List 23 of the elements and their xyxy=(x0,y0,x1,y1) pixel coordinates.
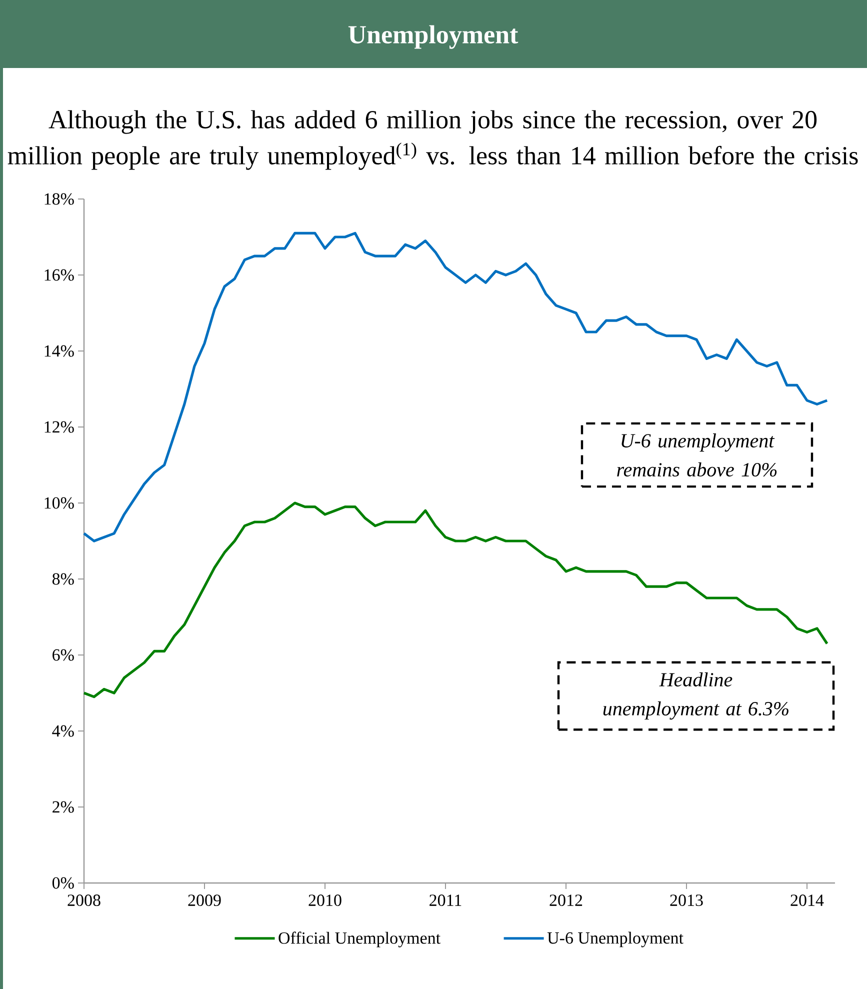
x-tick-label: 2014 xyxy=(790,894,824,906)
x-tick-label: 2010 xyxy=(308,894,342,906)
y-tick-label: 6% xyxy=(52,649,74,661)
x-tick-label: 2009 xyxy=(188,894,221,906)
x-tick-label: 2008 xyxy=(68,894,100,906)
y-tick-label: 12% xyxy=(44,421,74,433)
y-tick-label: 10% xyxy=(44,497,74,509)
y-tick-label: 14% xyxy=(44,345,74,357)
legend-label: Official Unemployment xyxy=(278,932,440,948)
chart-subtitle: Although the U.S. has added 6 million jobs since the recession, over 20 million people are truly unemployed$^{(1)}$ vs. less than 14 million before the crisis xyxy=(8,110,858,170)
y-tick-label: 2% xyxy=(52,801,74,813)
legend-label: U-6 Unemployment xyxy=(547,932,684,948)
chart-title: Unemployment xyxy=(348,25,518,49)
y-tick-label: 4% xyxy=(52,725,74,737)
annotation: Headline unemployment at 6.3% xyxy=(603,672,788,720)
y-tick-label: 8% xyxy=(52,573,74,585)
y-tick-label: 0% xyxy=(52,877,74,889)
annotation: U-6 unemployment remains above 10% xyxy=(617,433,777,477)
y-tick-label: 16% xyxy=(44,269,74,281)
y-tick-label: 18% xyxy=(44,193,74,205)
x-tick-label: 2011 xyxy=(430,894,462,906)
x-tick-label: 2013 xyxy=(670,894,703,906)
x-tick-label: 2012 xyxy=(550,894,582,906)
